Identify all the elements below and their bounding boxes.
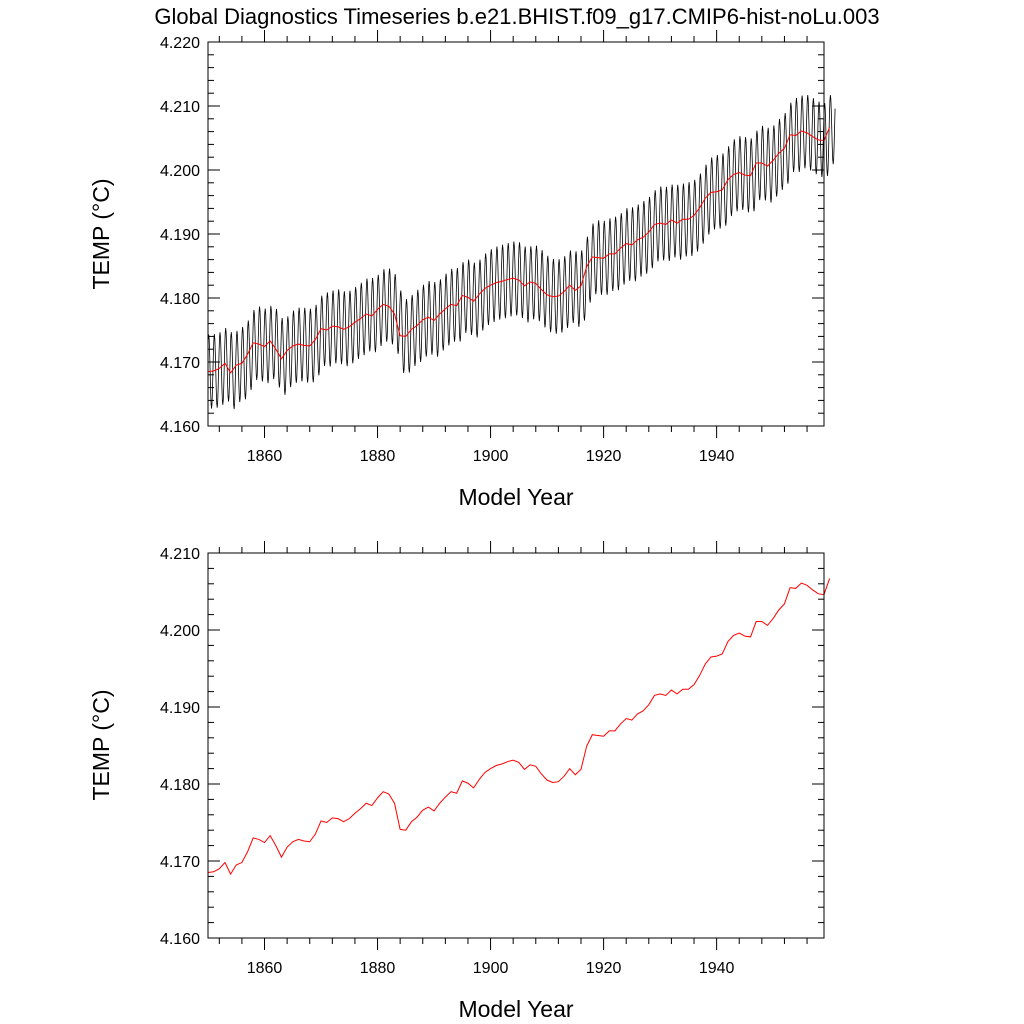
y-tick-label: 4.190 [160, 700, 200, 717]
x-tick-label: 1940 [699, 960, 735, 977]
y-tick-label: 4.180 [160, 777, 200, 794]
y-tick-label: 4.190 [160, 227, 200, 244]
y-tick-label: 4.180 [160, 291, 200, 308]
upper-y-axis-label: TEMP (°C) [88, 179, 114, 290]
y-tick-label: 4.200 [160, 163, 200, 180]
x-tick-label: 1900 [473, 448, 509, 465]
upper-plot-frame [207, 41, 825, 427]
y-tick-label: 4.170 [160, 854, 200, 871]
y-tick-label: 4.170 [160, 355, 200, 372]
y-tick-label: 4.210 [160, 99, 200, 116]
lower-plot-frame [207, 552, 825, 939]
lower-grid-ticks [208, 541, 824, 950]
upper-x-tick-labels: 1860 1880 1900 1920 1940 [247, 448, 735, 465]
x-tick-label: 1940 [699, 448, 735, 465]
upper-y-tick-labels: 4.160 4.170 4.180 4.190 4.200 4.210 4.220 [160, 35, 200, 436]
lower-x-axis-label: Model Year [458, 996, 573, 1022]
x-tick-label: 1900 [473, 960, 509, 977]
y-tick-label: 4.160 [160, 931, 200, 948]
annual-mean-series-line [207, 126, 831, 374]
x-tick-label: 1880 [360, 448, 396, 465]
lower-x-tick-labels: 1860 1880 1900 1920 1940 [247, 960, 735, 977]
lower-plot-area [207, 578, 831, 876]
chart-title: Global Diagnostics Timeseries b.e21.BHIS… [154, 4, 879, 29]
y-tick-label: 4.220 [160, 35, 200, 52]
upper-grid-ticks [208, 30, 824, 438]
lower-y-tick-labels: 4.160 4.170 4.180 4.190 4.200 4.210 [160, 546, 200, 948]
annual-mean-series-line [207, 578, 831, 876]
x-tick-label: 1860 [247, 448, 283, 465]
y-tick-label: 4.160 [160, 419, 200, 436]
upper-x-axis-label: Model Year [458, 484, 573, 510]
lower-y-axis-label: TEMP (°C) [88, 690, 114, 801]
x-tick-label: 1860 [247, 960, 283, 977]
x-tick-label: 1920 [586, 448, 622, 465]
x-tick-label: 1920 [586, 960, 622, 977]
y-tick-label: 4.210 [160, 546, 200, 563]
x-tick-label: 1880 [360, 960, 396, 977]
monthly-series-line [207, 94, 836, 410]
upper-plot-area [207, 94, 836, 410]
y-tick-label: 4.200 [160, 623, 200, 640]
upper-panel: 4.160 4.170 4.180 4.190 4.200 4.210 4.220 1860… [88, 30, 836, 510]
